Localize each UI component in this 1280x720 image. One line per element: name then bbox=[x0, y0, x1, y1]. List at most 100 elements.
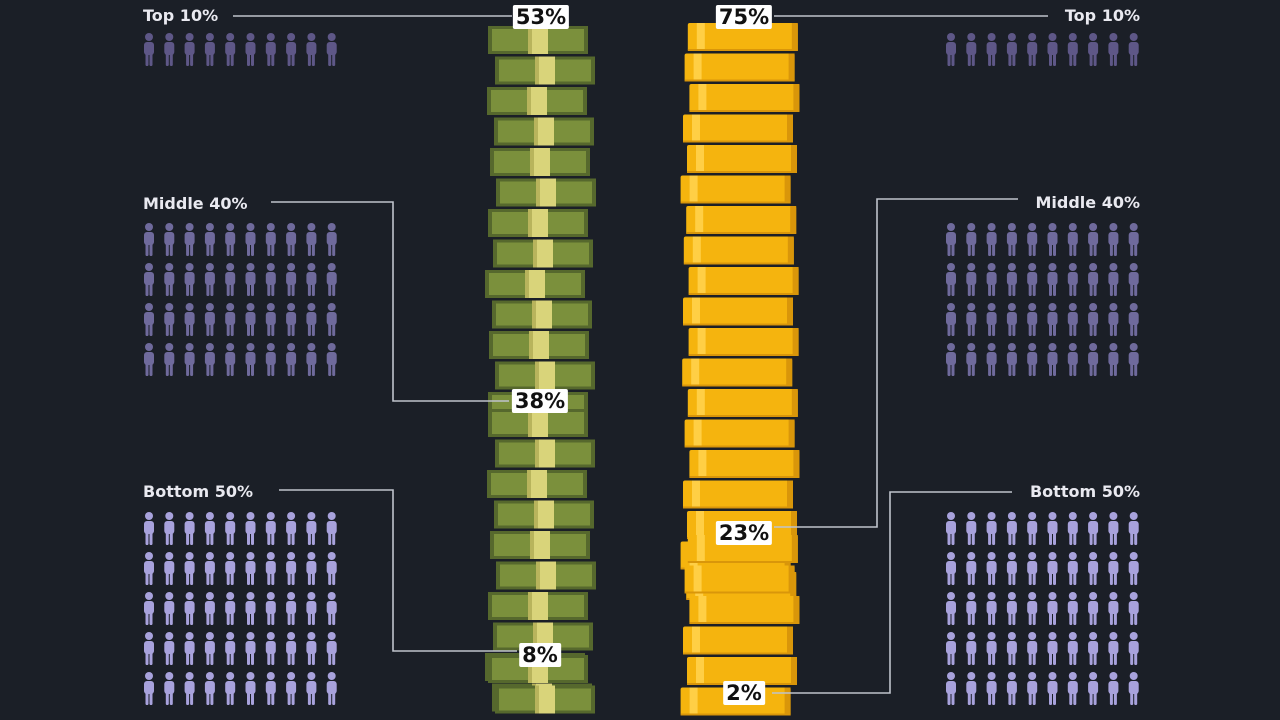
bottom-person-icon bbox=[245, 512, 256, 545]
gold-bar-top bbox=[689, 84, 800, 112]
bottom-person-icon bbox=[1027, 512, 1038, 545]
bottom-person-icon bbox=[1067, 592, 1078, 625]
middle-person-icon bbox=[245, 263, 256, 296]
middle-person-icon bbox=[946, 303, 956, 336]
bottom-person-icon bbox=[265, 592, 276, 625]
bottom-person-icon bbox=[1067, 512, 1078, 545]
top-person-icon bbox=[144, 33, 154, 66]
bottom-person-icon bbox=[164, 632, 175, 665]
bottom-person-icon bbox=[1047, 552, 1058, 585]
cash-bundle-middle bbox=[488, 409, 588, 437]
middle-person-icon bbox=[1027, 223, 1038, 256]
bottom-person-icon bbox=[204, 672, 215, 705]
middle-person-icon bbox=[225, 223, 236, 256]
bottom-person-icon bbox=[164, 592, 175, 625]
bottom-person-icon bbox=[306, 632, 317, 665]
top-person-icon bbox=[286, 33, 297, 66]
bottom-person-icon bbox=[1047, 672, 1058, 705]
middle-person-icon bbox=[306, 303, 317, 336]
bottom-person-icon bbox=[1067, 552, 1078, 585]
bottom-person-icon bbox=[225, 672, 236, 705]
people-grid-left-top bbox=[144, 33, 337, 66]
bottom-person-icon bbox=[326, 632, 337, 665]
cash-bundle-top bbox=[485, 270, 585, 298]
bottom-person-icon bbox=[225, 632, 236, 665]
top-person-icon bbox=[245, 33, 256, 66]
top-person-icon bbox=[1047, 33, 1058, 66]
top-person-icon bbox=[265, 33, 276, 66]
middle-person-icon bbox=[164, 263, 175, 296]
cash-bundle-top bbox=[494, 117, 594, 146]
middle-person-icon bbox=[204, 263, 215, 296]
gold-bar-top bbox=[684, 53, 795, 82]
bottom-person-icon bbox=[306, 592, 317, 625]
bottom-person-icon bbox=[1027, 672, 1038, 705]
bottom-person-icon bbox=[986, 512, 997, 545]
middle-person-icon bbox=[265, 223, 276, 256]
bottom-person-icon bbox=[225, 512, 236, 545]
bottom-person-icon bbox=[286, 552, 297, 585]
gold-bar-middle bbox=[683, 626, 793, 655]
middle-person-icon bbox=[265, 343, 276, 376]
middle-person-icon bbox=[245, 223, 256, 256]
bottom-person-icon bbox=[184, 592, 195, 625]
middle-person-icon bbox=[1067, 263, 1078, 296]
bottom-person-icon bbox=[1047, 512, 1058, 545]
gold-pct-bottom: 2% bbox=[723, 681, 765, 705]
left-label-middle: Middle 40% bbox=[143, 194, 248, 213]
bottom-person-icon bbox=[164, 552, 175, 585]
middle-person-icon bbox=[144, 343, 154, 376]
middle-person-icon bbox=[966, 343, 977, 376]
bottom-person-icon bbox=[1006, 592, 1017, 625]
middle-person-icon bbox=[225, 263, 236, 296]
cash-bundle-top bbox=[495, 361, 595, 390]
gold-bar-middle bbox=[689, 596, 800, 624]
bottom-person-icon bbox=[1128, 552, 1139, 585]
bottom-person-icon bbox=[1027, 632, 1038, 665]
middle-person-icon bbox=[204, 343, 215, 376]
middle-person-icon bbox=[986, 343, 997, 376]
right-label-bottom: Bottom 50% bbox=[1029, 482, 1140, 501]
bottom-person-icon bbox=[245, 592, 256, 625]
gold-bar-top bbox=[683, 480, 793, 509]
bottom-person-icon bbox=[306, 512, 317, 545]
middle-person-icon bbox=[966, 263, 977, 296]
middle-person-icon bbox=[1088, 343, 1099, 376]
top-person-icon bbox=[1128, 33, 1139, 66]
bottom-person-icon bbox=[1006, 512, 1017, 545]
cash-pct-top: 53% bbox=[512, 5, 570, 29]
people-grid-right-top bbox=[946, 33, 1139, 66]
cash-pct-middle: 38% bbox=[511, 389, 569, 413]
middle-person-icon bbox=[1006, 263, 1017, 296]
bottom-person-icon bbox=[1088, 632, 1099, 665]
people-grid-left-bottom bbox=[144, 512, 337, 705]
top-person-icon bbox=[1088, 33, 1099, 66]
bottom-person-icon bbox=[286, 592, 297, 625]
bottom-person-icon bbox=[1006, 552, 1017, 585]
top-person-icon bbox=[184, 33, 195, 66]
bottom-person-icon bbox=[225, 552, 236, 585]
bottom-person-icon bbox=[1128, 592, 1139, 625]
middle-person-icon bbox=[966, 303, 977, 336]
bottom-person-icon bbox=[184, 632, 195, 665]
bottom-person-icon bbox=[265, 512, 276, 545]
middle-person-icon bbox=[1047, 303, 1058, 336]
bottom-person-icon bbox=[265, 552, 276, 585]
bottom-person-icon bbox=[1108, 552, 1119, 585]
middle-person-icon bbox=[184, 263, 195, 296]
bottom-person-icon bbox=[326, 512, 337, 545]
cash-bundle-top bbox=[489, 331, 589, 359]
bottom-person-icon bbox=[1128, 512, 1139, 545]
middle-person-icon bbox=[1108, 223, 1119, 256]
middle-person-icon bbox=[326, 303, 337, 336]
gold-bar-top bbox=[687, 145, 797, 173]
middle-person-icon bbox=[1108, 263, 1119, 296]
middle-person-icon bbox=[986, 223, 997, 256]
gold-pct-middle: 23% bbox=[715, 521, 773, 545]
bottom-person-icon bbox=[986, 592, 997, 625]
cash-bundle-top bbox=[487, 87, 587, 115]
gold-bar-top bbox=[689, 450, 800, 478]
bottom-person-icon bbox=[306, 672, 317, 705]
middle-person-icon bbox=[225, 303, 236, 336]
